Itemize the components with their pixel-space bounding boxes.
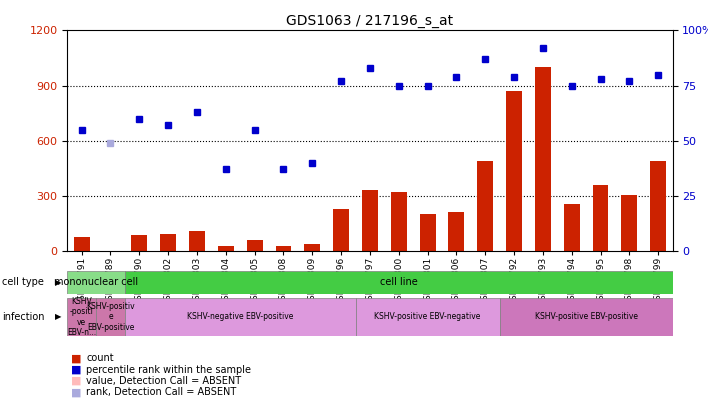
Text: percentile rank within the sample: percentile rank within the sample xyxy=(86,365,251,375)
Bar xyxy=(74,237,90,251)
Text: ▶: ▶ xyxy=(55,312,62,322)
Bar xyxy=(132,234,147,251)
Bar xyxy=(362,190,378,251)
Text: ■: ■ xyxy=(71,376,81,386)
Text: ■: ■ xyxy=(71,365,81,375)
Bar xyxy=(333,209,349,251)
Text: value, Detection Call = ABSENT: value, Detection Call = ABSENT xyxy=(86,376,241,386)
Text: count: count xyxy=(86,354,114,363)
Text: infection: infection xyxy=(2,312,45,322)
Bar xyxy=(477,161,493,251)
Text: KSHV-positive EBV-negative: KSHV-positive EBV-negative xyxy=(375,312,481,322)
Bar xyxy=(448,213,464,251)
Bar xyxy=(189,231,205,251)
Text: ■: ■ xyxy=(71,354,81,363)
Bar xyxy=(160,234,176,251)
Bar xyxy=(506,91,522,251)
Bar xyxy=(355,298,500,336)
Bar xyxy=(218,245,234,251)
Bar xyxy=(67,271,125,294)
Bar xyxy=(391,192,406,251)
Bar xyxy=(622,195,637,251)
Bar xyxy=(246,240,263,251)
Bar xyxy=(67,298,96,336)
Bar xyxy=(650,161,666,251)
Title: GDS1063 / 217196_s_at: GDS1063 / 217196_s_at xyxy=(286,14,454,28)
Bar xyxy=(96,298,125,336)
Bar xyxy=(564,204,580,251)
Bar xyxy=(535,67,551,251)
Text: rank, Detection Call = ABSENT: rank, Detection Call = ABSENT xyxy=(86,388,236,397)
Bar xyxy=(275,246,292,251)
Text: mononuclear cell: mononuclear cell xyxy=(54,277,138,288)
Bar xyxy=(125,298,355,336)
Text: ■: ■ xyxy=(71,388,81,397)
Text: KSHV-positive EBV-positive: KSHV-positive EBV-positive xyxy=(535,312,638,322)
Bar xyxy=(125,271,673,294)
Text: cell line: cell line xyxy=(380,277,418,288)
Bar xyxy=(500,298,673,336)
Text: KSHV
-positi
ve
EBV-n...: KSHV -positi ve EBV-n... xyxy=(67,297,96,337)
Bar xyxy=(593,185,608,251)
Text: KSHV-negative EBV-positive: KSHV-negative EBV-positive xyxy=(187,312,293,322)
Bar xyxy=(420,214,435,251)
Text: ▶: ▶ xyxy=(55,278,62,287)
Text: KSHV-positiv
e
EBV-positive: KSHV-positiv e EBV-positive xyxy=(86,302,135,332)
Bar xyxy=(304,244,320,251)
Text: cell type: cell type xyxy=(2,277,44,288)
